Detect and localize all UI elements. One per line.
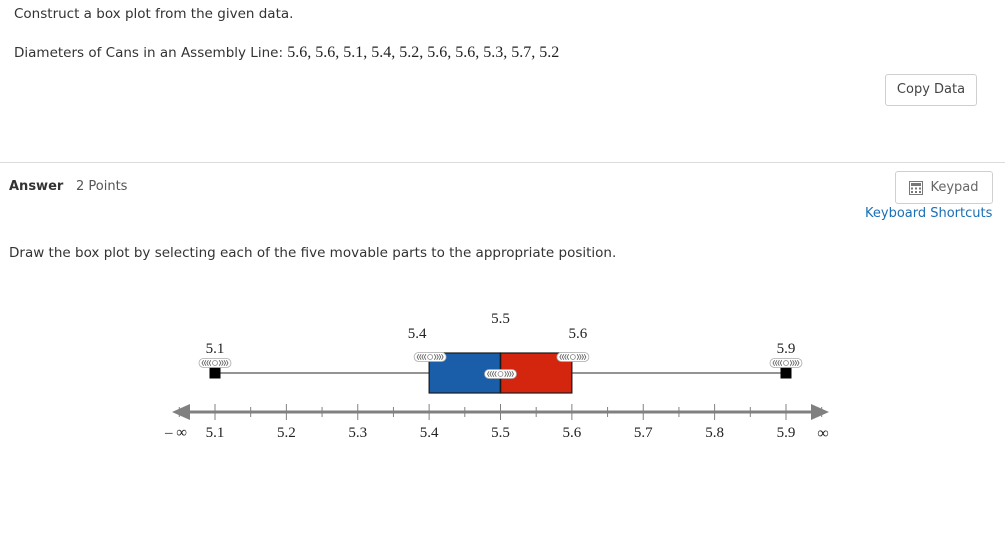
median-handle-grip[interactable] (484, 369, 517, 379)
data-values: 5.6, 5.6, 5.1, 5.4, 5.2, 5.6, 5.6, 5.3, … (287, 44, 560, 61)
keyboard-shortcuts-link[interactable]: Keyboard Shortcuts (865, 206, 993, 221)
grip-left-chevron (566, 353, 570, 361)
data-label: Diameters of Cans in an Assembly Line: (14, 45, 283, 61)
points-label: 2 Points (76, 179, 128, 194)
infinity-label: ∞ (817, 425, 828, 442)
grip-left-chevron (416, 353, 420, 361)
max-handle-label: 5.9 (777, 341, 796, 357)
q1-handle-label: 5.4 (408, 326, 427, 342)
q3-handle-grip[interactable] (556, 352, 590, 362)
min-point[interactable] (209, 367, 221, 379)
tick-label: 5.3 (348, 425, 367, 441)
grip-left-chevron (564, 353, 567, 361)
tick-label: 5.5 (491, 425, 510, 441)
instructions: Draw the box plot by selecting each of t… (9, 245, 617, 261)
max-handle-grip[interactable] (769, 358, 803, 368)
grip-left-chevron (421, 353, 424, 361)
grip-left-chevron (208, 359, 212, 367)
grip-left-chevron (561, 353, 565, 361)
grip-right-chevron (511, 370, 515, 378)
tick-label: 5.8 (705, 425, 724, 441)
grip-left-chevron (774, 359, 778, 367)
max-point[interactable] (780, 367, 792, 379)
median-handle-label: 5.5 (491, 311, 510, 327)
right-arrow-icon (811, 404, 829, 420)
q1-handle-grip[interactable] (413, 352, 447, 362)
grip-body (413, 352, 447, 362)
grip-right-chevron (218, 359, 222, 367)
box-plot[interactable]: 5.1 5.2 5.3 5.4 5.5 5.6 5.7 5.8 5.9 – ∞ ∞ 5.1 5.4 5.… (0, 290, 1005, 460)
section-divider (0, 162, 1005, 163)
left-arrow-icon (172, 404, 190, 420)
grip-left-chevron (491, 370, 495, 378)
grip-right-chevron (789, 359, 793, 367)
grip-body (769, 358, 803, 368)
grip-body (484, 369, 517, 379)
keypad-button[interactable]: Keypad (895, 171, 993, 204)
keypad-button-label: Keypad (930, 180, 979, 195)
tick-label: 5.6 (563, 425, 582, 441)
grip-right-chevron (583, 353, 587, 361)
grip-right-chevron (509, 370, 512, 378)
min-handle-grip[interactable] (198, 358, 232, 368)
grip-left-chevron (203, 359, 207, 367)
grip-center (783, 360, 789, 366)
grip-body (556, 352, 590, 362)
q3-handle-label: 5.6 (569, 326, 588, 342)
grip-right-chevron (506, 370, 510, 378)
grip-left-chevron (419, 353, 422, 361)
grip-right-chevron (792, 359, 795, 367)
grip-right-chevron (226, 359, 229, 367)
grip-left-chevron (779, 359, 783, 367)
grip-left-chevron (423, 353, 427, 361)
grip-right-chevron (797, 359, 800, 367)
answer-label: Answer (9, 179, 64, 194)
grip-center (212, 360, 218, 366)
grip-right-chevron (581, 353, 584, 361)
grip-left-chevron (777, 359, 780, 367)
grip-center (569, 354, 576, 360)
data-line: Diameters of Cans in an Assembly Line: 5… (14, 44, 559, 62)
grip-left-chevron (772, 359, 775, 367)
grip-right-chevron (221, 359, 224, 367)
tick-label: 5.1 (206, 425, 225, 441)
grip-right-chevron (436, 353, 439, 361)
grip-left-chevron (494, 370, 497, 378)
negative-infinity-label: – ∞ (164, 425, 187, 441)
copy-data-button[interactable]: Copy Data (885, 74, 977, 106)
grip-right-chevron (504, 370, 507, 378)
grip-right-chevron (794, 359, 798, 367)
grip-right-chevron (438, 353, 442, 361)
grip-right-chevron (576, 353, 580, 361)
grip-center (427, 354, 434, 360)
grip-left-chevron (206, 359, 209, 367)
grip-right-chevron (433, 353, 437, 361)
grip-right-chevron (441, 353, 444, 361)
grip-center (497, 371, 504, 377)
grip-left-chevron (486, 370, 490, 378)
grip-left-chevron (201, 359, 204, 367)
tick-label: 5.4 (420, 425, 439, 441)
keypad-icon (909, 180, 924, 195)
grip-left-chevron (559, 353, 562, 361)
grip-body (198, 358, 232, 368)
tick-label: 5.7 (634, 425, 653, 441)
tick-label: 5.9 (777, 425, 796, 441)
grip-right-chevron (579, 353, 582, 361)
grip-right-chevron (223, 359, 227, 367)
question-prompt: Construct a box plot from the given data… (14, 6, 294, 22)
min-handle-label: 5.1 (206, 341, 225, 357)
tick-label: 5.2 (277, 425, 296, 441)
grip-left-chevron (489, 370, 492, 378)
